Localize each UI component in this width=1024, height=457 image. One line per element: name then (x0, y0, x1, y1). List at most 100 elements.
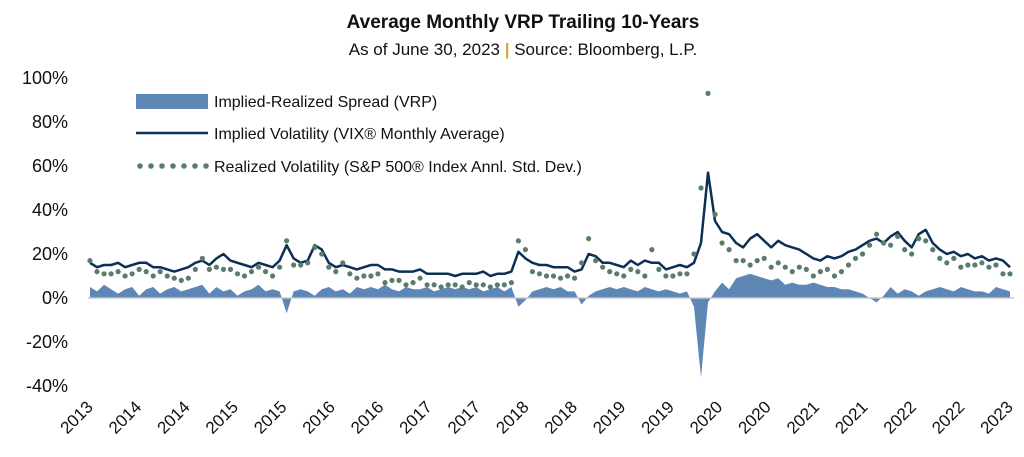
x-tick-label: 2020 (735, 397, 775, 437)
realized-volatility-point (698, 185, 704, 191)
realized-volatility-point (417, 275, 423, 281)
realized-volatility-point (747, 262, 753, 268)
realized-volatility-point (543, 273, 550, 279)
realized-volatility-point (768, 264, 774, 270)
y-axis: -40% -20% 0% 20% 40% 60% 80% 100% (22, 68, 68, 396)
realized-volatility-point (586, 236, 592, 242)
realized-volatility-point (375, 271, 381, 277)
realized-volatility-point (150, 273, 156, 279)
realized-volatility-point (284, 238, 290, 244)
realized-volatility-point (270, 273, 276, 279)
realized-volatility-point (241, 273, 248, 279)
realized-volatility-point (593, 258, 599, 264)
realized-volatility-point (473, 282, 479, 288)
y-tick-label: -40% (26, 376, 68, 396)
realized-volatility-point (642, 273, 648, 279)
realized-volatility-point (782, 264, 788, 270)
realized-volatility-point (649, 247, 655, 253)
realized-volatility-point (522, 247, 529, 253)
realized-volatility-point (298, 262, 304, 268)
realized-volatility-point (480, 282, 486, 288)
realized-volatility-point (354, 275, 360, 281)
x-tick-label: 2017 (396, 397, 436, 437)
realized-volatility-point (579, 260, 585, 266)
x-tick-label: 2019 (638, 397, 678, 437)
realized-volatility-point (326, 264, 332, 270)
x-axis: 2013 2014 2014 2015 2015 2016 2016 2017 2017 2018… (57, 397, 1017, 437)
realized-volatility-point (122, 273, 128, 279)
realized-volatility-point (993, 262, 999, 268)
realized-volatility-point (775, 260, 781, 266)
realized-volatility-point (192, 266, 198, 272)
subtitle-source: Source: Bloomberg, L.P. (514, 40, 697, 59)
realized-volatility-point (438, 284, 444, 290)
realized-volatility-point (958, 264, 964, 270)
realized-volatility-point (909, 251, 915, 257)
realized-volatility-point (466, 280, 472, 286)
realized-volatility-point (719, 240, 725, 246)
realized-volatility-point (684, 271, 690, 277)
implied-line-layer (89, 171, 1011, 278)
realized-volatility-point (501, 282, 507, 288)
realized-volatility-point (227, 266, 234, 272)
x-tick-label: 2020 (686, 397, 726, 437)
realized-volatility-point (382, 280, 388, 286)
x-tick-label: 2023 (977, 397, 1017, 437)
realized-volatility-point (178, 277, 184, 283)
x-tick-label: 2015 (250, 397, 290, 437)
realized-volatility-point (101, 271, 107, 277)
realized-volatility-point (277, 264, 283, 270)
legend-label-implied: Implied Volatility (VIX® Monthly Average… (214, 126, 505, 143)
realized-volatility-point (635, 269, 641, 275)
x-tick-label: 2019 (589, 397, 629, 437)
realized-volatility-point (677, 271, 683, 277)
realized-volatility-point (494, 282, 500, 288)
realized-volatility-point (115, 269, 121, 275)
legend-label-realized: Realized Volatility (S&P 500® Index Annl… (214, 159, 582, 176)
chart-title: Average Monthly VRP Trailing 10-Years (347, 12, 700, 33)
realized-volatility-point (424, 282, 430, 288)
realized-volatility-point (571, 275, 578, 281)
realized-volatility-point (803, 266, 809, 272)
realized-volatility-point (164, 273, 170, 279)
y-tick-label: 40% (32, 200, 68, 220)
realized-volatility-point (403, 282, 409, 288)
realized-volatility-point (607, 269, 613, 275)
realized-volatility-point (431, 282, 437, 288)
realized-volatility-point (94, 269, 100, 275)
realized-volatility-point (951, 255, 957, 261)
vrp-area (90, 273, 1010, 378)
x-tick-label: 2016 (299, 397, 339, 437)
x-tick-label: 2022 (880, 397, 920, 437)
realized-volatility-point (361, 273, 367, 279)
subtitle-date: As of June 30, 2023 (349, 40, 500, 59)
realized-volatility-point (880, 240, 887, 246)
realized-volatility-point (536, 271, 543, 277)
realized-volatility-point (628, 266, 634, 272)
realized-volatility-point (255, 264, 262, 270)
realized-volatility-point (557, 275, 564, 281)
y-tick-label: 100% (22, 68, 68, 88)
legend-dot (137, 163, 143, 169)
realized-volatility-point (754, 258, 760, 264)
legend-dot (148, 163, 154, 169)
legend-dot (192, 163, 198, 169)
legend-dot (203, 163, 209, 169)
realized-volatility-point (965, 262, 971, 268)
realized-volatility-point (740, 258, 746, 264)
realized-volatility-point (234, 271, 241, 277)
realized-volatility-point (1000, 271, 1006, 277)
y-tick-label: 0% (42, 288, 68, 308)
realized-volatility-point (220, 266, 227, 272)
realized-volatility-point (663, 273, 669, 279)
legend-dot (170, 163, 176, 169)
realized-volatility-point (136, 266, 142, 272)
realized-volatility-point (656, 266, 662, 272)
realized-volatility-point (726, 247, 732, 253)
realized-volatility-point (817, 269, 823, 275)
realized-volatility-point (796, 264, 802, 270)
realized-volatility-point (979, 260, 985, 266)
realized-volatility-point (389, 277, 395, 283)
realized-volatility-point (396, 277, 402, 283)
